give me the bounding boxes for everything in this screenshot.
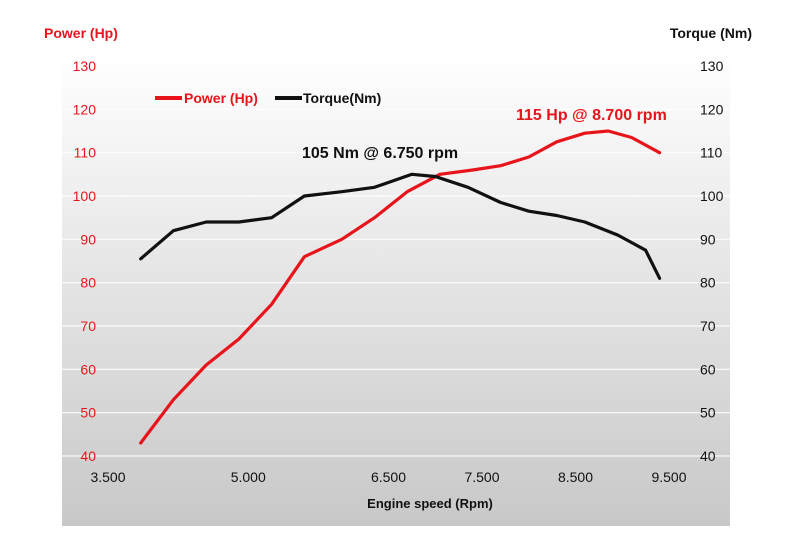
- right-tick-120: 120: [700, 101, 724, 117]
- left-tick-110: 110: [74, 145, 97, 161]
- left-tick-130: 130: [73, 58, 97, 74]
- x-axis-title: Engine speed (Rpm): [367, 496, 493, 511]
- series-lines: [139, 129, 662, 445]
- left-tick-70: 70: [80, 318, 96, 334]
- right-tick-110: 110: [700, 145, 723, 161]
- left-tick-120: 120: [73, 101, 97, 117]
- right-tick-50: 50: [700, 405, 716, 421]
- left-tick-80: 80: [80, 275, 96, 291]
- plot-background: [62, 52, 730, 526]
- right-axis-title: Torque (Nm): [670, 25, 752, 41]
- x-tick-9500: 9.500: [651, 469, 686, 485]
- left-tick-90: 90: [80, 231, 96, 247]
- right-tick-40: 40: [700, 448, 716, 464]
- torque-series-line: [139, 172, 662, 280]
- x-tick-3500: 3.500: [90, 469, 125, 485]
- legend-label-power: Power (Hp): [184, 90, 258, 106]
- right-tick-60: 60: [700, 361, 716, 377]
- x-axis-ticks: 3.500 5.000 6.500 7.500 8.500 9.500: [90, 469, 686, 485]
- right-tick-70: 70: [700, 318, 716, 334]
- legend-label-torque: Torque(Nm): [303, 90, 381, 106]
- right-axis-ticks: 40 50 60 70 80 90 100 110 120 130: [700, 58, 724, 464]
- left-axis-ticks: 40 50 60 70 80 90 100 110 120 130: [73, 58, 97, 464]
- right-tick-100: 100: [700, 188, 724, 204]
- left-tick-50: 50: [80, 405, 96, 421]
- right-tick-130: 130: [700, 58, 724, 74]
- gridlines: [62, 65, 730, 457]
- left-axis-title: Power (Hp): [44, 25, 118, 41]
- x-tick-5000: 5.000: [231, 469, 266, 485]
- right-tick-90: 90: [700, 231, 716, 247]
- left-tick-60: 60: [80, 361, 96, 377]
- x-tick-8500: 8.500: [558, 469, 593, 485]
- x-tick-6500: 6.500: [371, 469, 406, 485]
- x-tick-7500: 7.500: [464, 469, 499, 485]
- right-tick-80: 80: [700, 275, 716, 291]
- power-series-line: [139, 129, 662, 445]
- power-peak-annotation: 115 Hp @ 8.700 rpm: [516, 107, 667, 124]
- torque-peak-annotation: 105 Nm @ 6.750 rpm: [302, 145, 458, 162]
- left-tick-40: 40: [80, 448, 96, 464]
- legend: Power (Hp) Torque(Nm): [155, 90, 381, 106]
- left-tick-100: 100: [73, 188, 97, 204]
